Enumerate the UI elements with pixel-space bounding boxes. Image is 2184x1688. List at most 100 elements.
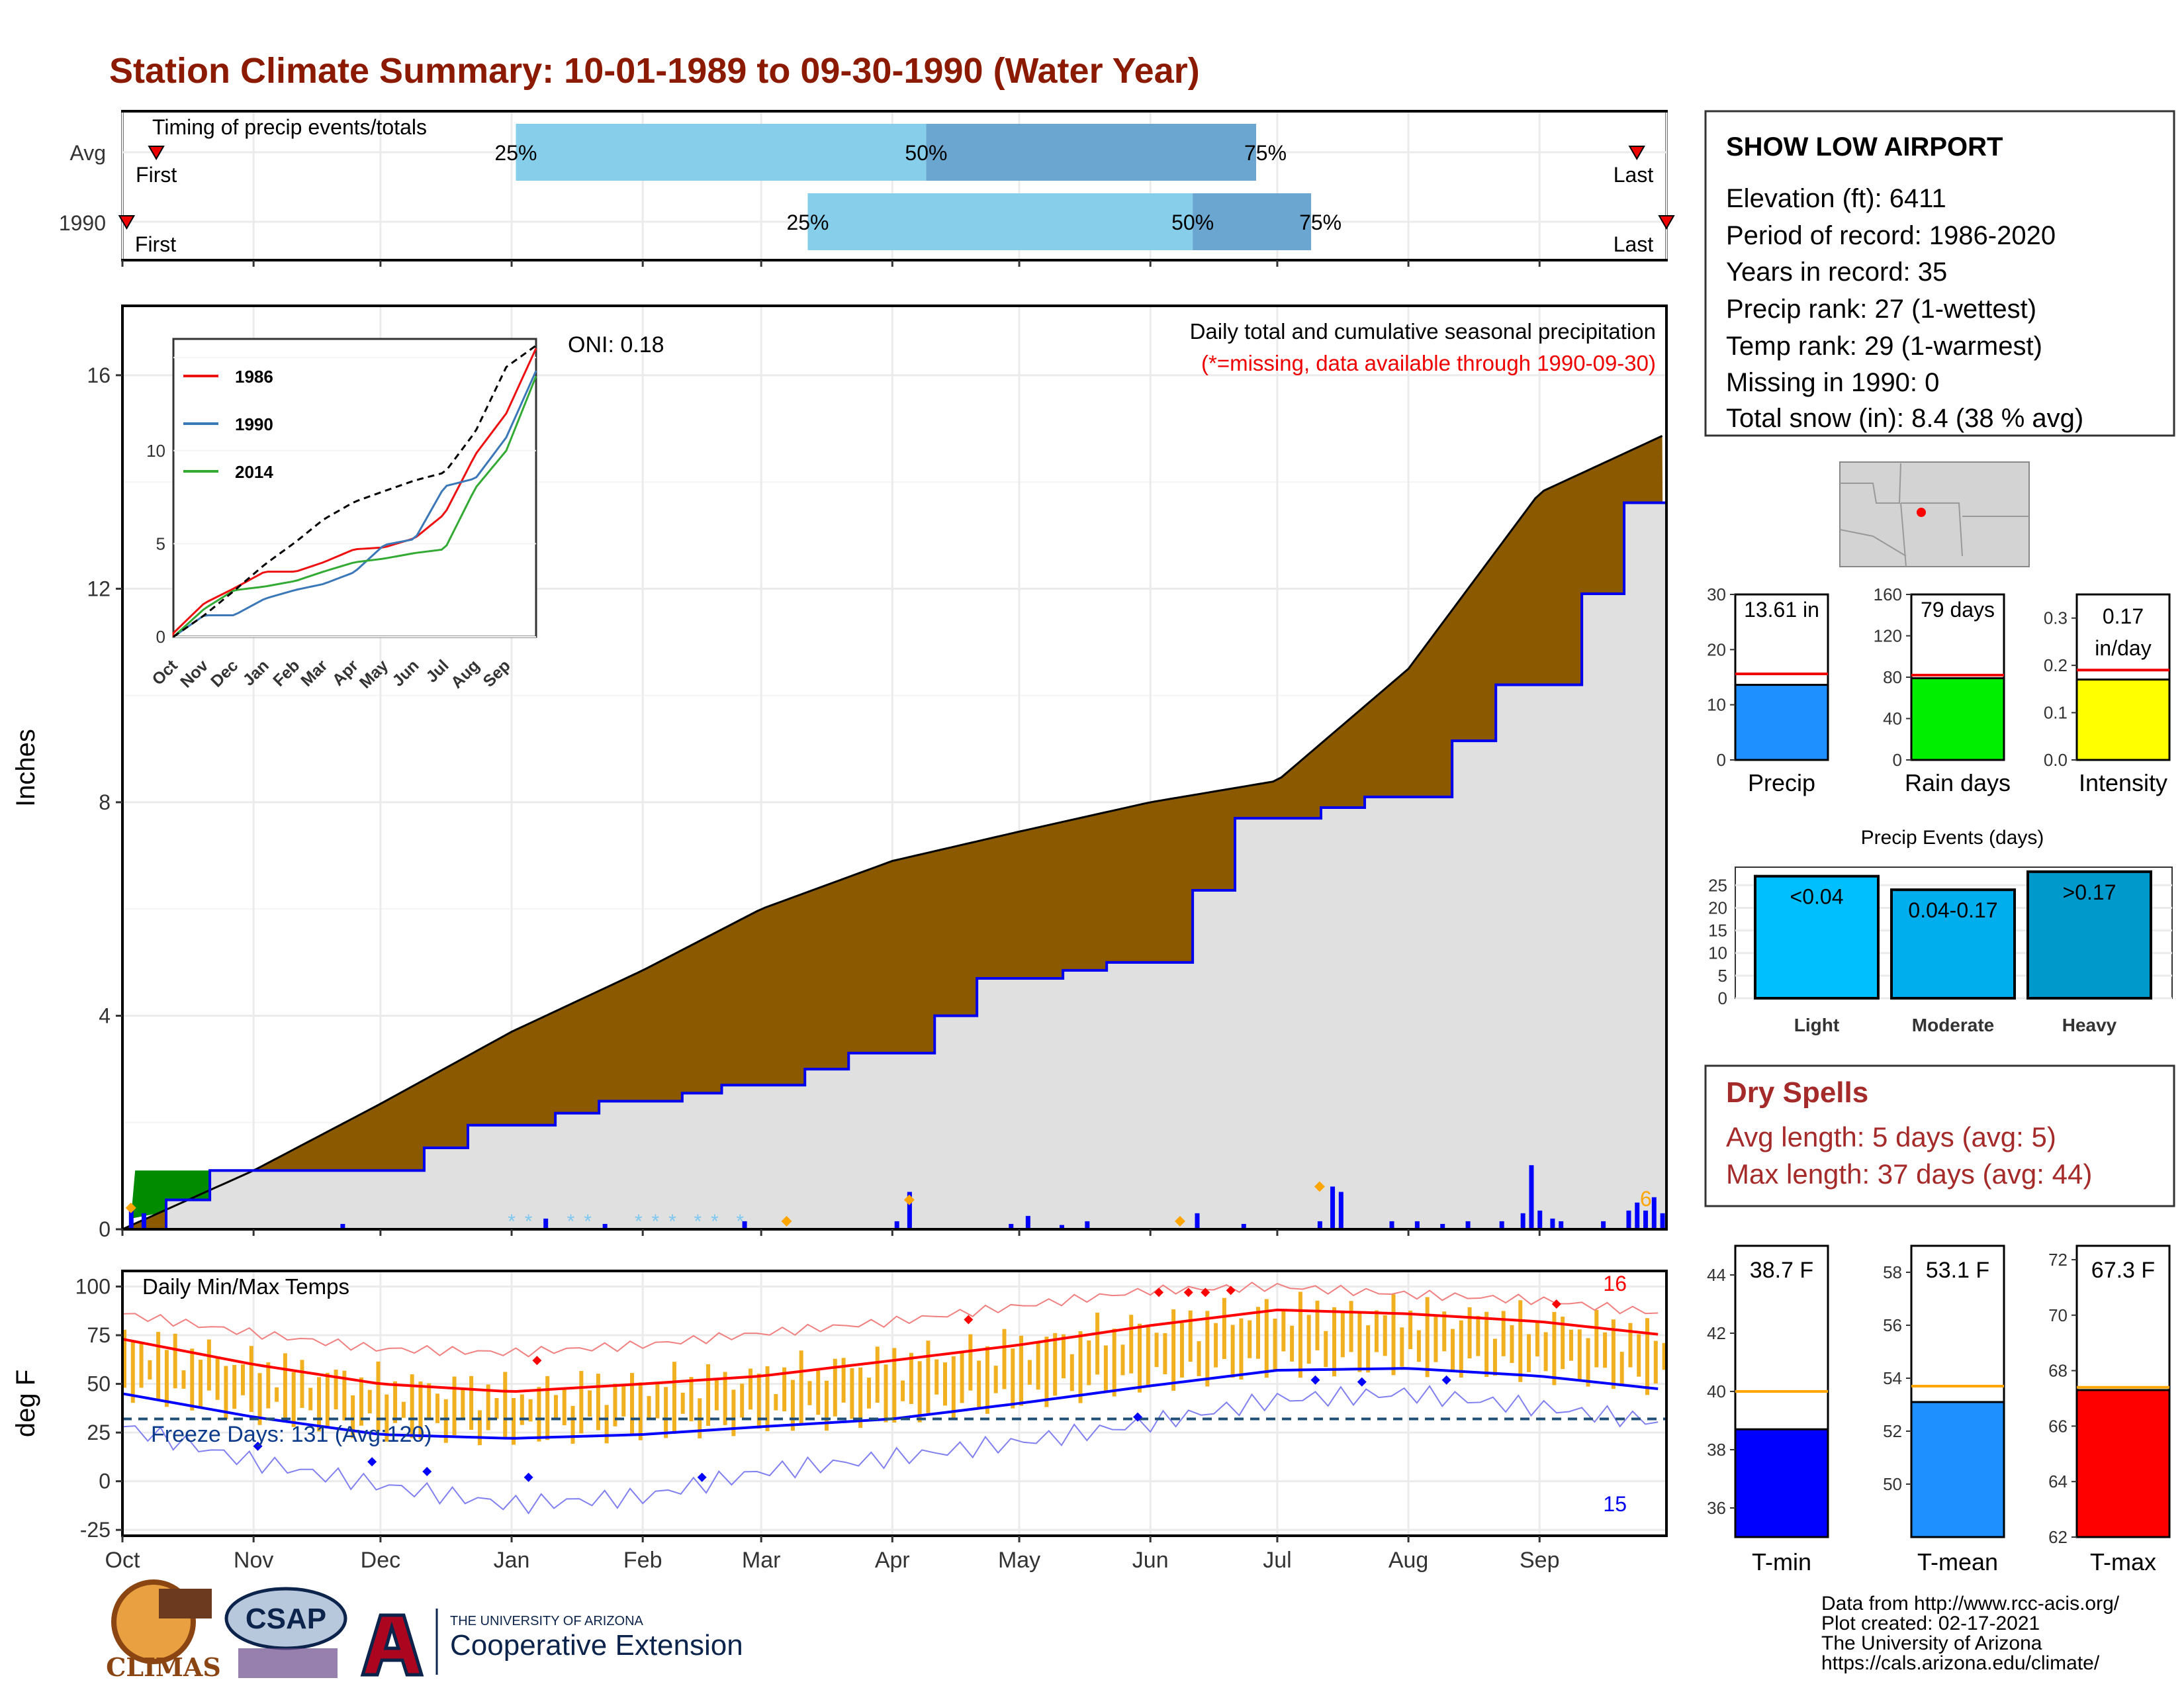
ua-logo-small-text: THE UNIVERSITY OF ARIZONA bbox=[450, 1614, 644, 1628]
temp-daily-range-bar bbox=[1577, 1329, 1582, 1381]
temp-daily-range-bar bbox=[1391, 1294, 1396, 1376]
temp-daily-range-bar bbox=[1433, 1316, 1438, 1362]
precip-ytick-label: 16 bbox=[87, 363, 111, 387]
month-label: Jan bbox=[494, 1548, 530, 1573]
precip-daily-bar bbox=[1338, 1192, 1343, 1229]
temp-daily-range-bar bbox=[1103, 1345, 1108, 1393]
temp-daily-range-bar bbox=[968, 1334, 973, 1391]
temp-summary-tick-label: 62 bbox=[2048, 1527, 2068, 1547]
temp-summary-tick-label: 40 bbox=[1707, 1382, 1726, 1401]
temp-daily-range-bar bbox=[570, 1405, 575, 1444]
timing-label: Timing of precip events/totals bbox=[152, 115, 427, 139]
inset-legend-label: 1990 bbox=[235, 414, 273, 434]
avg-max-line bbox=[122, 1308, 1659, 1393]
events-category-label: Moderate bbox=[1912, 1015, 1994, 1035]
temp-daily-range-bar bbox=[604, 1405, 609, 1444]
timing-q50-label: 50% bbox=[905, 141, 947, 165]
timing-last-marker bbox=[1628, 146, 1645, 160]
temp-daily-range-bar bbox=[469, 1376, 474, 1430]
csap-logo-text: CSAP bbox=[246, 1603, 326, 1635]
temp-daily-range-bar bbox=[1484, 1311, 1489, 1378]
temp-daily-range-bar bbox=[934, 1359, 939, 1395]
inset-legend-label: 2014 bbox=[235, 462, 273, 482]
temp-daily-range-bar bbox=[926, 1340, 931, 1413]
temp-daily-range-bar bbox=[1002, 1329, 1007, 1389]
inset-1990-line bbox=[173, 370, 537, 638]
temp-daily-range-bar bbox=[909, 1352, 913, 1404]
precip-event-marker bbox=[781, 1215, 792, 1227]
precip-daily-bar bbox=[1550, 1218, 1555, 1229]
temp-daily-range-bar bbox=[1662, 1342, 1666, 1370]
record-low-marker bbox=[1133, 1412, 1143, 1422]
temp-daily-range-bar bbox=[1255, 1307, 1260, 1359]
events-ytick-label: 25 bbox=[1708, 875, 1727, 895]
temp-summary-tick-label: 52 bbox=[1883, 1421, 1902, 1441]
temp-daily-range-bar bbox=[385, 1394, 389, 1442]
temp-daily-range-bar bbox=[1543, 1332, 1548, 1372]
temp-daily-range-bar bbox=[1628, 1323, 1633, 1368]
events-bar-label: 0.04-0.17 bbox=[1908, 898, 1997, 922]
record-low-marker bbox=[367, 1457, 377, 1467]
mini-chart-tick-label: 20 bbox=[1707, 639, 1726, 659]
temp-daily-range-bar bbox=[714, 1378, 719, 1411]
inset-ytick-label: 10 bbox=[146, 441, 165, 461]
mini-chart-bar bbox=[1910, 677, 2005, 761]
temp-daily-range-bar bbox=[553, 1395, 558, 1420]
timing-last-label: Last bbox=[1614, 163, 1654, 187]
temp-daily-range-bar bbox=[1442, 1311, 1447, 1352]
temp-summary-tick-label: 42 bbox=[1707, 1323, 1726, 1343]
temp-daily-range-bar bbox=[283, 1353, 287, 1423]
temp-daily-range-bar bbox=[951, 1356, 956, 1420]
temp-daily-range-bar bbox=[1561, 1317, 1565, 1370]
temp-daily-range-bar bbox=[1036, 1342, 1040, 1390]
record-high-marker bbox=[1154, 1288, 1163, 1297]
precip-daily-bar bbox=[1626, 1210, 1631, 1229]
month-label: Apr bbox=[875, 1548, 910, 1573]
temp-daily-range-bar bbox=[816, 1369, 821, 1415]
station-info-border bbox=[1704, 110, 2175, 437]
temp-daily-range-bar bbox=[596, 1374, 600, 1430]
temp-summary-name: T-mean bbox=[1917, 1548, 1998, 1575]
record-low-marker bbox=[422, 1466, 432, 1476]
temp-daily-range-bar bbox=[401, 1401, 406, 1418]
temp-daily-range-bar bbox=[1069, 1354, 1074, 1391]
temp-daily-range-bar bbox=[232, 1364, 237, 1409]
mini-chart-name: Rain days bbox=[1905, 769, 2011, 796]
events-bar-label: <0.04 bbox=[1790, 885, 1844, 909]
precip-header: Daily total and cumulative seasonal prec… bbox=[1190, 319, 1656, 344]
climas-logo: CLIMAS bbox=[106, 1579, 221, 1682]
snow-marker: * bbox=[711, 1211, 719, 1233]
events-bar-label: >0.17 bbox=[2063, 880, 2116, 904]
precip-daily-bar bbox=[742, 1221, 747, 1229]
precip-ylabel: Inches bbox=[11, 729, 40, 807]
temp-daily-range-bar bbox=[393, 1381, 398, 1423]
coop-extension-text: Cooperative Extension bbox=[450, 1629, 743, 1662]
precip-daily-bar bbox=[1651, 1197, 1657, 1229]
mini-chart-name: Precip bbox=[1748, 769, 1815, 796]
temp-summary-tick-label: 66 bbox=[2048, 1416, 2068, 1436]
precip-ytick-label: 4 bbox=[99, 1004, 111, 1027]
temp-daily-range-bar bbox=[1527, 1334, 1531, 1372]
temp-daily-range-bar bbox=[1425, 1297, 1430, 1378]
temp-daily-range-bar bbox=[1552, 1311, 1557, 1385]
temp-daily-range-bar bbox=[291, 1372, 296, 1427]
temp-daily-range-bar bbox=[376, 1361, 381, 1432]
temp-daily-range-bar bbox=[1205, 1311, 1210, 1387]
temp-daily-range-bar bbox=[1011, 1348, 1015, 1409]
page-title: Station Climate Summary: 10-01-1989 to 0… bbox=[109, 51, 1200, 91]
temp-daily-range-bar bbox=[1569, 1329, 1573, 1361]
temp-summary-tick-label: 70 bbox=[2048, 1305, 2068, 1325]
month-label: Jul bbox=[1263, 1548, 1291, 1573]
precip-daily-bar bbox=[1537, 1210, 1543, 1229]
record-high-marker bbox=[964, 1315, 974, 1325]
freeze-days-label: Freeze Days: 131 (Avg:120) bbox=[151, 1422, 432, 1447]
temp-daily-range-bar bbox=[1374, 1310, 1379, 1352]
temp-daily-range-bar bbox=[638, 1382, 643, 1440]
temp-daily-range-bar bbox=[1146, 1325, 1150, 1388]
temp-daily-range-bar bbox=[275, 1387, 279, 1402]
temp-daily-range-bar bbox=[1171, 1309, 1176, 1391]
temp-daily-range-bar bbox=[1619, 1352, 1624, 1386]
snow-marker: * bbox=[694, 1211, 702, 1233]
snow-marker: * bbox=[567, 1211, 575, 1233]
